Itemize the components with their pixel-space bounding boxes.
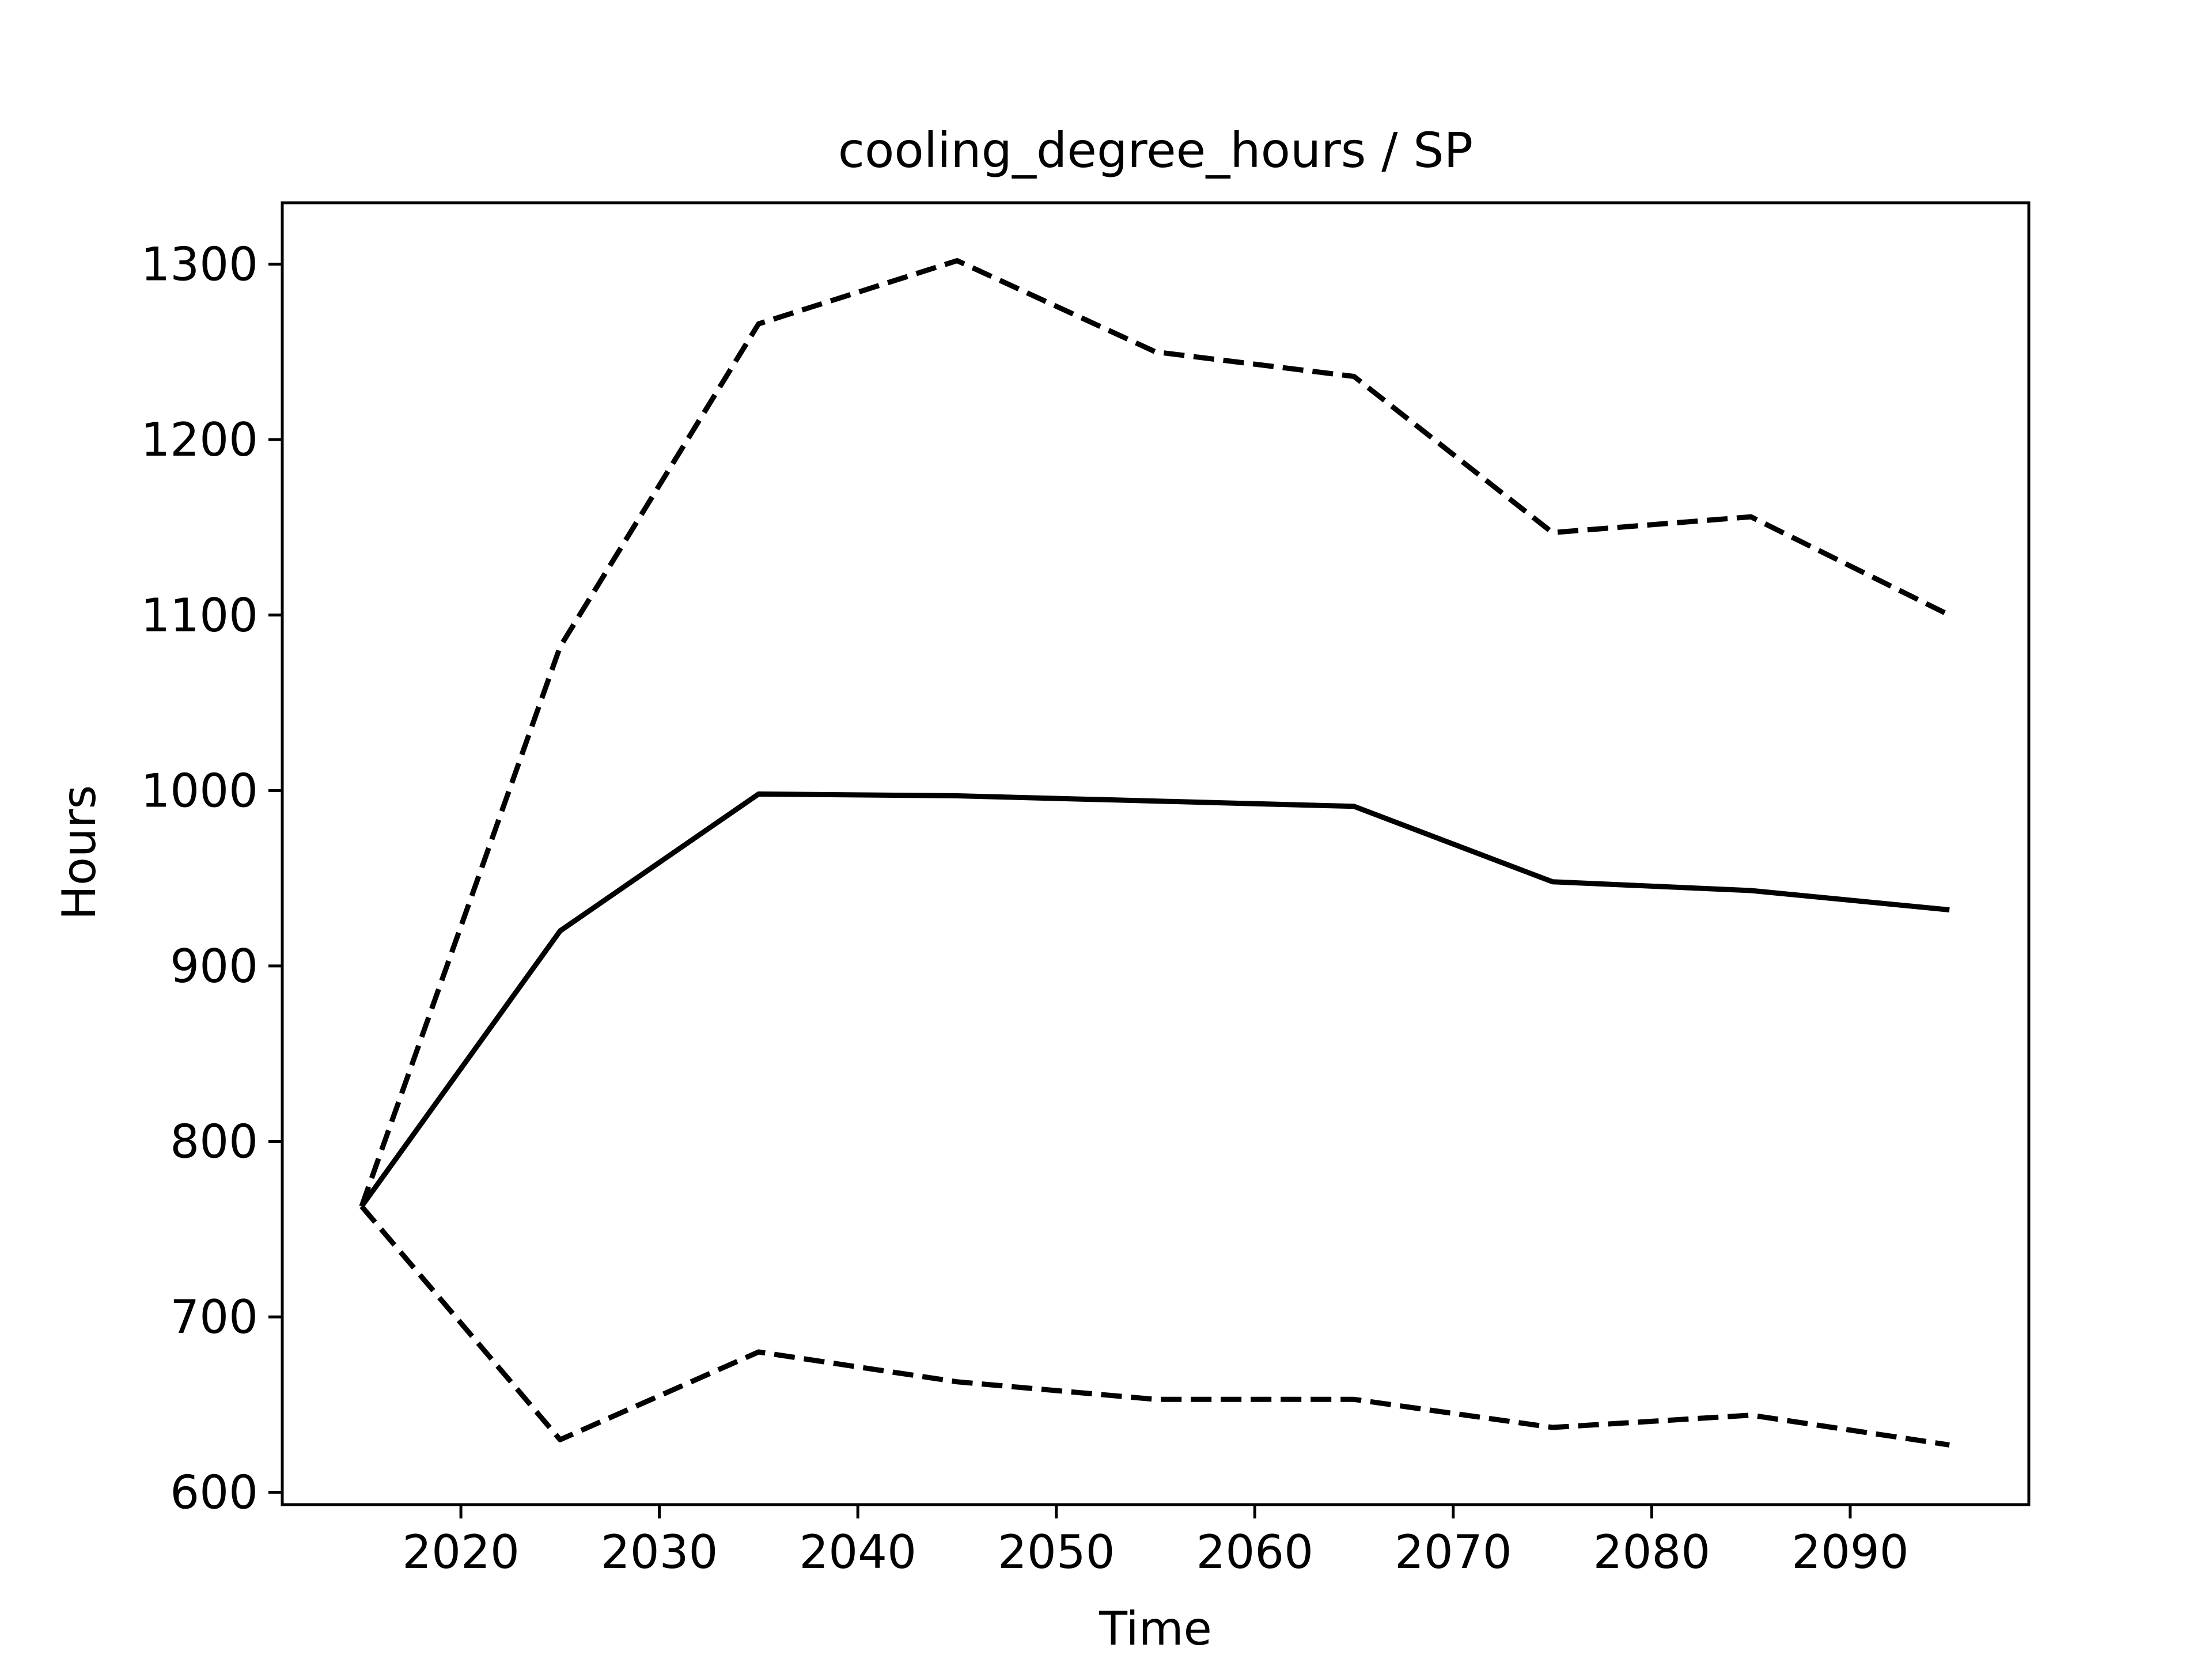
chart-title: cooling_degree_hours / SP [838, 122, 1473, 179]
x-tick-label: 2030 [601, 1525, 718, 1579]
y-tick-label: 1200 [141, 413, 258, 467]
x-tick-label: 2060 [1196, 1525, 1313, 1579]
series-line-2 [359, 258, 1951, 1207]
y-axis-label: Hours [52, 785, 106, 920]
x-tick-label: 2070 [1395, 1525, 1512, 1579]
x-axis-label: Time [1099, 1602, 1212, 1656]
plot-area [359, 258, 1951, 1448]
y-tick-label: 700 [170, 1290, 258, 1344]
y-tick-label: 1000 [141, 764, 258, 817]
x-tick-label: 2080 [1593, 1525, 1711, 1579]
series-line-1 [359, 791, 1950, 1208]
x-tick-label: 2050 [998, 1525, 1115, 1579]
y-tick-label: 600 [170, 1466, 258, 1520]
y-tick-label: 900 [170, 940, 258, 993]
x-tick-label: 2020 [402, 1525, 520, 1579]
series-line-3 [359, 1205, 1950, 1448]
axes-frame [281, 201, 2031, 1506]
x-tick-label: 2090 [1791, 1525, 1909, 1579]
y-tick-label: 1100 [141, 589, 258, 642]
y-tick-label: 1300 [141, 238, 258, 291]
x-tick-label: 2040 [799, 1525, 916, 1579]
y-tick-label: 800 [170, 1115, 258, 1169]
x-axis: 2020 2030 2040 2050 2060 2070 2080 2090 [402, 1505, 1909, 1579]
y-axis: 600 700 800 900 1000 1100 1200 1300 [141, 238, 282, 1520]
